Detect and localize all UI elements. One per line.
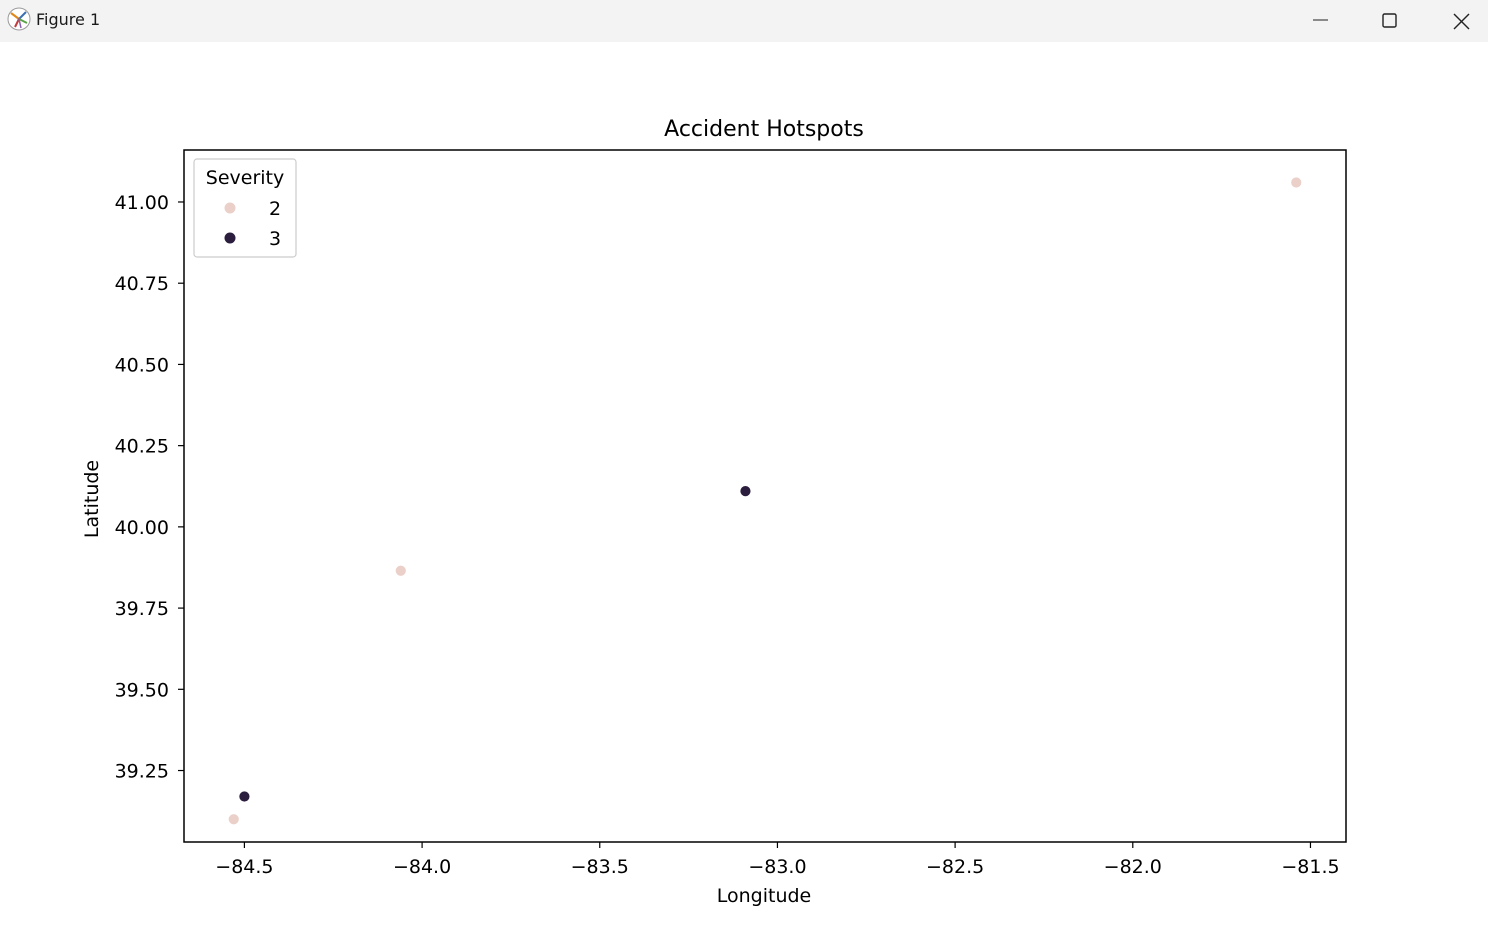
x-axis-label: Longitude [717, 885, 812, 907]
y-tick-label: 41.00 [115, 192, 169, 214]
data-point-severity-3 [238, 790, 251, 803]
minimize-icon [1313, 19, 1328, 21]
data-point-severity-2 [227, 813, 240, 826]
maximize-icon [1382, 13, 1397, 28]
window-titlebar: Figure 1 [0, 0, 1488, 42]
data-point-severity-3 [739, 485, 752, 498]
data-point-severity-2 [394, 564, 407, 577]
x-tick-label: −83.0 [748, 856, 806, 878]
maximize-button[interactable] [1355, 0, 1425, 42]
x-tick-label: −82.0 [1104, 856, 1162, 878]
y-tick-label: 40.50 [115, 354, 169, 376]
scatter-chart: Accident Hotspots −84.5 −84.0 −83.5 −83.0 −8… [81, 117, 1347, 907]
y-tick-label: 39.25 [115, 761, 169, 783]
legend-title: Severity [206, 167, 284, 189]
legend: Severity 2 3 [193, 158, 297, 258]
axis-ticks: −84.5 −84.0 −83.5 −83.0 −82.5 −82.0 −81.5 39.25… [115, 192, 1340, 878]
matplotlib-icon [7, 7, 31, 31]
x-tick-label: −82.5 [926, 856, 984, 878]
y-tick-label: 40.00 [115, 517, 169, 539]
data-point-severity-2 [1290, 176, 1303, 189]
data-points [227, 176, 1303, 826]
minimize-button[interactable] [1286, 0, 1356, 42]
legend-marker-3 [224, 232, 236, 244]
x-tick-label: −84.5 [215, 856, 273, 878]
x-tick-label: −84.0 [393, 856, 451, 878]
legend-label-3: 3 [269, 228, 281, 250]
legend-marker-2 [224, 202, 236, 214]
plot-frame [183, 149, 1347, 843]
y-tick-label: 39.75 [115, 598, 169, 620]
figure-canvas: Accident Hotspots −84.5 −84.0 −83.5 −83.0 −8… [0, 42, 1488, 922]
legend-frame [193, 158, 297, 258]
close-icon [1453, 13, 1470, 30]
window-title: Figure 1 [36, 10, 101, 29]
legend-label-2: 2 [269, 198, 281, 220]
y-axis-label: Latitude [81, 460, 103, 538]
y-tick-label: 40.75 [115, 273, 169, 295]
close-button[interactable] [1426, 0, 1488, 42]
x-tick-label: −83.5 [571, 856, 629, 878]
y-tick-label: 40.25 [115, 436, 169, 458]
y-tick-label: 39.50 [115, 679, 169, 701]
x-tick-label: −81.5 [1281, 856, 1339, 878]
chart-title: Accident Hotspots [664, 117, 864, 142]
